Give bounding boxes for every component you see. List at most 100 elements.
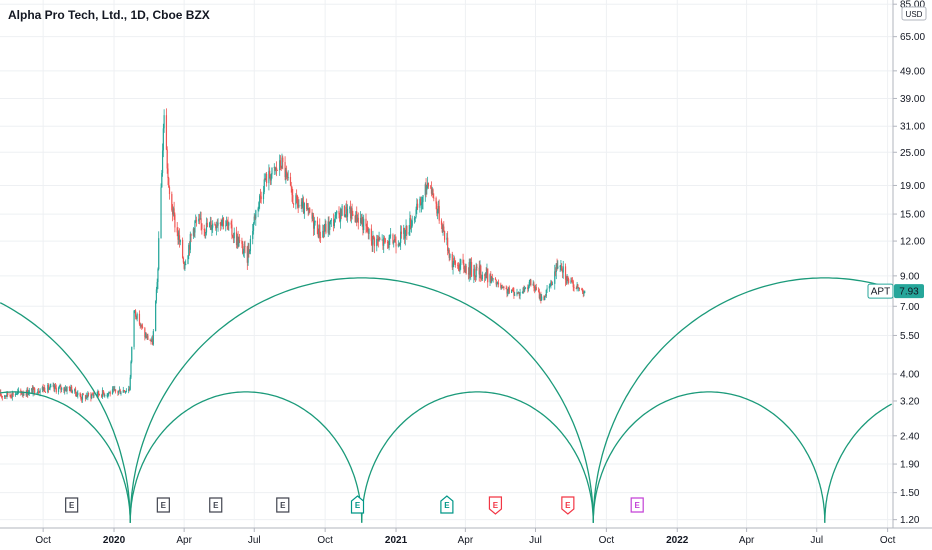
candle-body — [193, 228, 195, 233]
candle-body — [297, 201, 299, 207]
price-tick-label: 12.00 — [900, 237, 925, 248]
earnings-marker-shape — [440, 495, 454, 514]
candle-body — [507, 287, 510, 292]
candle-body — [139, 324, 141, 326]
candle-body — [76, 394, 78, 397]
candle-body — [244, 246, 246, 248]
candle-body — [490, 274, 492, 282]
candle-body — [134, 310, 136, 312]
candle-body — [222, 217, 225, 227]
candle-body — [361, 219, 363, 224]
candle-body — [316, 220, 319, 235]
candle-body — [292, 203, 295, 205]
candle-body — [209, 221, 211, 223]
candle-body — [446, 237, 448, 240]
candle-body — [158, 238, 160, 270]
candle-body — [14, 394, 17, 396]
time-axis[interactable]: Oct 2020 Apr Jul Oct 2021 Apr Jul Oct 2022 Apr Jul O… — [35, 528, 896, 546]
candle-body — [480, 278, 483, 280]
candle-body — [463, 263, 465, 270]
candle-body — [475, 266, 477, 278]
earnings-marker-label: E — [69, 501, 75, 510]
candle-body — [319, 237, 322, 238]
time-tick-label: 2022 — [666, 535, 689, 546]
candle-body — [151, 338, 154, 345]
candle-body — [37, 391, 40, 393]
earnings-marker[interactable]: E — [276, 497, 290, 513]
candle-body — [491, 277, 493, 280]
candle-body — [243, 246, 245, 252]
candle-body — [39, 389, 41, 393]
candle-body — [517, 292, 519, 294]
candle-body — [435, 197, 437, 204]
candle-body — [502, 286, 504, 288]
candle-body — [527, 286, 530, 290]
candle-body — [48, 388, 50, 390]
candle-body — [307, 207, 309, 210]
candle-body — [205, 232, 207, 234]
candle-body — [387, 242, 389, 248]
candle-body — [163, 115, 165, 129]
candle-body — [260, 196, 262, 200]
candle-body — [212, 223, 214, 228]
price-tick-label: 1.90 — [900, 460, 920, 471]
time-tick-label: Oct — [317, 535, 333, 546]
candle-body — [53, 385, 55, 389]
candle-body — [280, 166, 282, 169]
earnings-marker-shape — [350, 495, 365, 514]
candle-body — [319, 225, 321, 238]
earnings-marker[interactable]: E — [65, 497, 79, 513]
candle-body — [10, 395, 12, 398]
cycle-arc — [592, 391, 826, 523]
candle-body — [497, 282, 499, 284]
earnings-marker[interactable]: E — [440, 495, 454, 514]
candle-body — [258, 202, 260, 209]
candle-body — [276, 169, 278, 171]
candle-body — [91, 394, 94, 396]
candle-body — [341, 205, 343, 216]
earnings-marker-shape — [561, 496, 575, 515]
earnings-marker[interactable]: E — [488, 496, 503, 515]
candle-body — [465, 265, 467, 274]
earnings-marker[interactable]: E — [209, 497, 223, 513]
candle-body — [393, 238, 396, 243]
candle-body — [384, 238, 386, 243]
earnings-marker-shape — [630, 497, 644, 513]
earnings-marker[interactable]: E — [630, 497, 644, 513]
earnings-marker[interactable]: E — [350, 495, 365, 514]
currency-badge[interactable]: USD — [901, 6, 927, 21]
candle-body — [42, 387, 44, 390]
candle-body — [344, 214, 346, 217]
candle-body — [405, 226, 407, 231]
candle-body — [210, 221, 212, 230]
candle-body — [411, 220, 413, 226]
candle-body — [106, 395, 108, 396]
candle-body — [306, 207, 309, 209]
price-tick-label: 85.00 — [900, 0, 925, 11]
candle-body — [242, 251, 245, 254]
earnings-marker[interactable]: E — [156, 497, 170, 513]
candle-body — [57, 387, 60, 392]
price-axis[interactable]: 1.20 1.50 1.90 2.40 3.20 4.00 5.50 7.00 9.00 12.0… — [893, 0, 925, 526]
candle-body — [198, 218, 201, 220]
candle-body — [161, 150, 164, 174]
candle-body — [583, 292, 585, 294]
candle-body — [540, 294, 542, 301]
candle-body — [562, 266, 564, 273]
candle-body — [114, 389, 116, 391]
cycle-arcs — [0, 277, 893, 523]
price-tick-label: 1.50 — [900, 488, 920, 499]
candle-body — [335, 213, 337, 216]
candle-body — [286, 171, 288, 174]
candle-body — [156, 282, 158, 290]
candle-body — [548, 286, 550, 289]
candle-body — [239, 240, 241, 241]
candle-body — [23, 393, 25, 395]
candle-body — [21, 393, 23, 395]
candle-body — [136, 313, 138, 319]
candle-body — [469, 262, 471, 275]
price-tick-label: 49.00 — [900, 66, 925, 77]
earnings-marker[interactable]: E — [561, 496, 575, 515]
ticker-tag-label: APT — [871, 287, 890, 298]
